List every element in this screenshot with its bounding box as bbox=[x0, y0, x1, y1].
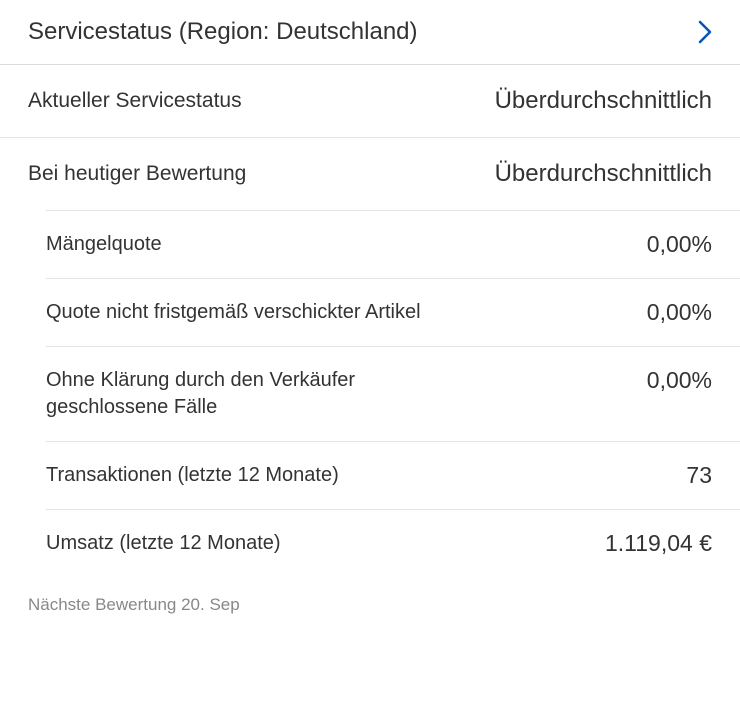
metric-label: Quote nicht fristgemäß verschickter Arti… bbox=[46, 299, 421, 326]
today-status-label: Bei heutiger Bewertung bbox=[28, 162, 246, 186]
metric-value: 0,00% bbox=[647, 299, 712, 326]
metric-row: Transaktionen (letzte 12 Monate) 73 bbox=[46, 442, 740, 510]
current-status-label: Aktueller Servicestatus bbox=[28, 89, 242, 113]
metric-row: Ohne Klärung durch den Verkäufer geschlo… bbox=[46, 347, 740, 442]
page-title: Servicestatus (Region: Deutschland) bbox=[28, 18, 418, 46]
chevron-right-icon[interactable] bbox=[698, 20, 712, 44]
metric-value: 0,00% bbox=[647, 367, 712, 394]
header: Servicestatus (Region: Deutschland) bbox=[0, 0, 740, 65]
metric-value: 73 bbox=[686, 462, 712, 489]
metric-label: Mängelquote bbox=[46, 231, 162, 258]
metric-label: Transaktionen (letzte 12 Monate) bbox=[46, 462, 339, 489]
metric-row: Umsatz (letzte 12 Monate) 1.119,04 € bbox=[46, 510, 740, 577]
today-status-row: Bei heutiger Bewertung Überdurchschnittl… bbox=[0, 138, 740, 210]
next-evaluation-footer: Nächste Bewertung 20. Sep bbox=[0, 577, 740, 633]
today-status-value: Überdurchschnittlich bbox=[495, 160, 712, 188]
metric-row: Quote nicht fristgemäß verschickter Arti… bbox=[46, 279, 740, 347]
current-status-row: Aktueller Servicestatus Überdurchschnitt… bbox=[0, 65, 740, 138]
metric-label: Umsatz (letzte 12 Monate) bbox=[46, 530, 281, 557]
metrics-section: Mängelquote 0,00% Quote nicht fristgemäß… bbox=[46, 210, 740, 577]
metric-label: Ohne Klärung durch den Verkäufer geschlo… bbox=[46, 367, 426, 421]
metric-value: 1.119,04 € bbox=[605, 530, 712, 557]
metric-row: Mängelquote 0,00% bbox=[46, 210, 740, 279]
metric-value: 0,00% bbox=[647, 231, 712, 258]
current-status-value: Überdurchschnittlich bbox=[495, 87, 712, 115]
